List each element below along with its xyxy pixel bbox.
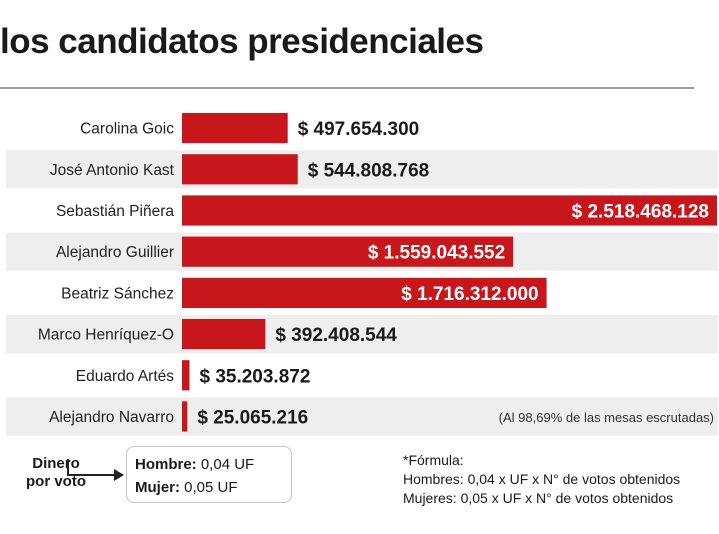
value-label: $ 392.408.544	[275, 325, 397, 346]
value-label: $ 1.559.043.552	[368, 243, 505, 264]
category-label: Sebastián Piñera	[56, 203, 174, 220]
formula-women: Mujeres: 0,05 x UF x N° de votos obtenid…	[403, 490, 674, 506]
rate-row-women: Mujer: 0,05 UF	[135, 476, 291, 499]
rate-value: 0,05 UF	[184, 479, 238, 496]
value-label: $ 497.654.300	[298, 119, 420, 140]
bar-chart: Carolina Goic $ 497.654.300 José Antonio K…	[6, 113, 718, 436]
title-divider	[0, 87, 694, 89]
formula-note: *Fórmula: Hombres: 0,04 x UF x N° de vot…	[403, 451, 680, 508]
value-label: $ 544.808.768	[308, 160, 430, 181]
bar	[182, 236, 514, 267]
rate-box: Hombre: 0,04 UF Mujer: 0,05 UF	[126, 446, 292, 503]
category-label: Carolina Goic	[80, 121, 174, 138]
value-label: $ 1.716.312.000	[401, 284, 538, 305]
category-label: Alejandro Guillier	[56, 244, 174, 261]
category-label: Alejandro Navarro	[49, 409, 174, 426]
rate-value: 0,04 UF	[200, 456, 255, 473]
bar	[182, 277, 547, 308]
bar	[182, 195, 717, 226]
category-label: Marco Henríquez-O	[38, 327, 174, 344]
row-shade	[6, 315, 718, 354]
arrow-right-icon	[67, 459, 124, 481]
value-label: $ 35.203.872	[199, 366, 310, 387]
chart-annotation: (Al 98,69% de las mesas escrutadas)	[499, 410, 714, 425]
value-label: $ 25.065.216	[197, 408, 308, 429]
bar	[182, 360, 190, 391]
bar	[182, 113, 288, 144]
category-label: Eduardo Artés	[76, 368, 174, 385]
rate-key: Mujer:	[135, 479, 180, 496]
bar	[182, 401, 188, 432]
rate-key: Hombre:	[135, 456, 197, 473]
rate-row-men: Hombre: 0,04 UF	[135, 453, 291, 476]
category-label: Beatriz Sánchez	[61, 285, 174, 302]
formula-men: Hombres: 0,04 x UF x N° de votos obtenid…	[403, 471, 681, 487]
row-shade	[6, 397, 718, 436]
bar	[182, 154, 298, 185]
chart-title: los candidatos presidenciales	[0, 22, 484, 61]
value-label: $ 2.518.468.128	[572, 202, 709, 223]
row-shade	[6, 150, 718, 189]
formula-title: *Fórmula:	[403, 452, 464, 468]
chart-rows: Carolina Goic $ 497.654.300 José Antonio K…	[6, 113, 718, 436]
category-label: José Antonio Kast	[50, 162, 175, 179]
bar	[182, 319, 266, 350]
